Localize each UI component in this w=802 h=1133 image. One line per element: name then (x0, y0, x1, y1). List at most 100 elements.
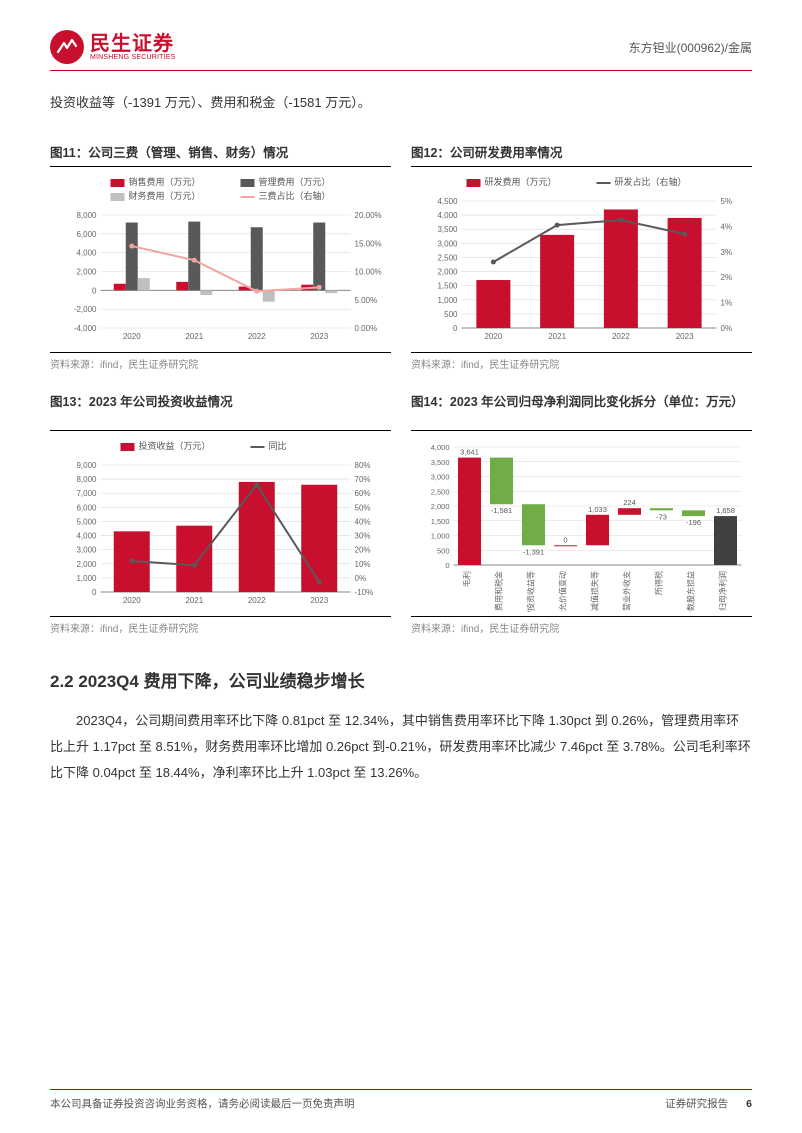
svg-text:其他/投资收益等: 其他/投资收益等 (526, 571, 536, 612)
svg-text:9,000: 9,000 (76, 461, 97, 470)
svg-text:4%: 4% (721, 223, 733, 232)
svg-text:2020: 2020 (484, 332, 502, 341)
svg-text:公允价值变动: 公允价值变动 (558, 571, 568, 612)
svg-text:1,500: 1,500 (437, 282, 458, 291)
svg-text:减值损失等: 减值损失等 (590, 571, 600, 611)
section-2-2-paragraph: 2023Q4，公司期间费用率环比下降 0.81pct 至 12.34%，其中销售… (50, 708, 752, 786)
svg-text:2%: 2% (721, 274, 733, 283)
figure-11-source: 资料来源：ifind，民生证券研究院 (50, 352, 391, 371)
svg-text:2023: 2023 (310, 332, 328, 341)
svg-text:2,500: 2,500 (437, 254, 458, 263)
svg-text:70%: 70% (355, 476, 371, 485)
svg-text:7,000: 7,000 (76, 490, 97, 499)
svg-text:1,033: 1,033 (588, 505, 607, 514)
doc-reference: 东方钽业(000962)/金属 (629, 39, 752, 56)
svg-text:0%: 0% (355, 574, 367, 583)
svg-text:15.00%: 15.00% (355, 240, 382, 249)
footer-report-label: 证券研究报告 (665, 1096, 728, 1111)
svg-text:2,000: 2,000 (431, 502, 450, 511)
svg-text:60%: 60% (355, 490, 371, 499)
svg-text:-10%: -10% (355, 588, 374, 597)
svg-text:6,000: 6,000 (76, 230, 97, 239)
svg-text:研发占比（右轴）: 研发占比（右轴） (615, 176, 687, 187)
svg-text:2020: 2020 (123, 596, 141, 605)
svg-text:2,500: 2,500 (431, 488, 450, 497)
svg-text:2022: 2022 (248, 332, 266, 341)
svg-text:-196: -196 (686, 519, 701, 528)
svg-text:6,000: 6,000 (76, 504, 97, 513)
brand-logo-icon (50, 30, 84, 64)
svg-text:2,000: 2,000 (76, 268, 97, 277)
svg-text:5,000: 5,000 (76, 518, 97, 527)
figure-13-source: 资料来源：ifind，民生证券研究院 (50, 616, 391, 635)
svg-text:4,000: 4,000 (76, 249, 97, 258)
svg-text:30%: 30% (355, 532, 371, 541)
figure-12-source: 资料来源：ifind，民生证券研究院 (411, 352, 752, 371)
svg-text:2,000: 2,000 (76, 560, 97, 569)
svg-text:毛利: 毛利 (462, 571, 472, 587)
svg-text:2023: 2023 (310, 596, 328, 605)
section-2-2-heading: 2.2 2023Q4 费用下降，公司业绩稳步增长 (50, 667, 752, 692)
svg-text:4,500: 4,500 (437, 197, 458, 206)
svg-text:50%: 50% (355, 504, 371, 513)
svg-text:销售费用（万元）: 销售费用（万元） (129, 176, 201, 187)
svg-text:3,500: 3,500 (431, 458, 450, 467)
svg-text:0: 0 (453, 324, 458, 333)
svg-text:3,000: 3,000 (437, 240, 458, 249)
svg-text:少数股东损益: 少数股东损益 (686, 571, 696, 612)
svg-text:500: 500 (437, 547, 450, 556)
figure-13-title: 图13：2023 年公司投资收益情况 (50, 393, 391, 431)
svg-text:投资收益（万元）: 投资收益（万元） (139, 440, 211, 451)
svg-text:2,000: 2,000 (437, 268, 458, 277)
svg-text:0: 0 (92, 287, 97, 296)
svg-text:3,500: 3,500 (437, 226, 458, 235)
brand-name-cn: 民生证券 (90, 34, 175, 54)
svg-text:10%: 10% (355, 560, 371, 569)
svg-text:10.00%: 10.00% (355, 268, 382, 277)
svg-text:-73: -73 (656, 513, 667, 522)
svg-text:0: 0 (445, 561, 449, 570)
svg-text:20%: 20% (355, 546, 371, 555)
svg-text:3,000: 3,000 (431, 473, 450, 482)
svg-text:4,000: 4,000 (431, 443, 450, 452)
svg-text:500: 500 (444, 310, 458, 319)
svg-text:3,000: 3,000 (76, 546, 97, 555)
svg-text:224: 224 (623, 499, 636, 508)
footer-page-number: 6 (746, 1098, 752, 1110)
svg-text:同比: 同比 (269, 440, 287, 451)
svg-text:-4,000: -4,000 (74, 324, 97, 333)
svg-text:2022: 2022 (612, 332, 630, 341)
svg-text:2022: 2022 (248, 596, 266, 605)
svg-text:归母净利润: 归母净利润 (718, 571, 728, 611)
svg-text:0%: 0% (721, 324, 733, 333)
figure-12-title: 图12：公司研发费用率情况 (411, 144, 752, 168)
svg-text:1,500: 1,500 (431, 517, 450, 526)
svg-text:三费占比（右轴）: 三费占比（右轴） (259, 190, 331, 201)
svg-text:0: 0 (563, 536, 567, 545)
svg-text:-2,000: -2,000 (74, 306, 97, 315)
svg-text:4,000: 4,000 (76, 532, 97, 541)
svg-text:1,000: 1,000 (76, 574, 97, 583)
intro-paragraph: 投资收益等（-1391 万元）、费用和税金（-1581 万元）。 (50, 91, 752, 116)
svg-text:40%: 40% (355, 518, 371, 527)
svg-text:2023: 2023 (676, 332, 694, 341)
svg-text:2021: 2021 (185, 332, 203, 341)
figure-14: 图14：2023 年公司归母净利润同比变化拆分（单位：万元） 05001,000… (411, 393, 752, 635)
svg-text:2020: 2020 (123, 332, 141, 341)
svg-text:1,658: 1,658 (716, 507, 735, 516)
svg-text:1,000: 1,000 (437, 296, 458, 305)
brand-name-en: MINSHENG SECURITIES (90, 54, 175, 61)
footer-disclaimer: 本公司具备证券投资咨询业务资格，请务必阅读最后一页免责声明 (50, 1096, 355, 1111)
svg-text:-1,391: -1,391 (523, 548, 544, 557)
svg-text:1,000: 1,000 (431, 532, 450, 541)
svg-text:2021: 2021 (185, 596, 203, 605)
svg-text:3%: 3% (721, 248, 733, 257)
page-header: 民生证券 MINSHENG SECURITIES 东方钽业(000962)/金属 (50, 30, 752, 71)
svg-text:0.00%: 0.00% (355, 324, 378, 333)
svg-text:3,641: 3,641 (460, 448, 479, 457)
page-footer: 本公司具备证券投资咨询业务资格，请务必阅读最后一页免责声明 证券研究报告 6 (50, 1089, 752, 1111)
svg-text:所得税: 所得税 (654, 571, 664, 595)
svg-text:财务费用（万元）: 财务费用（万元） (129, 190, 201, 201)
svg-text:5%: 5% (721, 197, 733, 206)
svg-text:0: 0 (92, 588, 97, 597)
